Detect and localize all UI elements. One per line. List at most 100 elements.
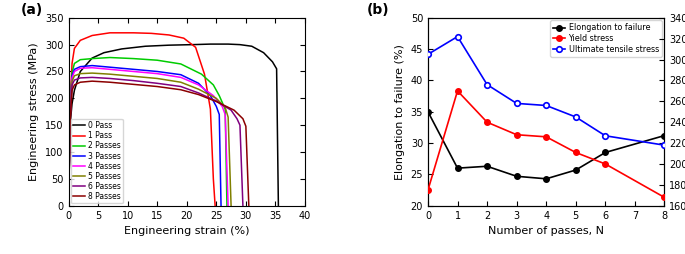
5 Passes bbox=[105, 73, 114, 76]
Yield stress bbox=[483, 121, 491, 124]
5 Passes bbox=[153, 77, 161, 80]
2 Passes bbox=[223, 204, 231, 207]
5 Passes bbox=[195, 88, 203, 91]
5 Passes bbox=[71, 74, 79, 77]
6 Passes bbox=[88, 76, 97, 79]
0 Pass bbox=[66, 121, 75, 124]
8 Passes bbox=[153, 85, 161, 88]
1 Pass bbox=[68, 62, 76, 65]
2 Passes bbox=[153, 59, 161, 62]
Text: (b): (b) bbox=[366, 3, 389, 17]
Elongation to failure bbox=[483, 165, 491, 168]
5 Passes bbox=[68, 80, 76, 83]
0 Pass bbox=[76, 70, 84, 73]
8 Passes bbox=[64, 204, 73, 207]
X-axis label: Engineering strain (%): Engineering strain (%) bbox=[124, 226, 249, 236]
1 Pass bbox=[105, 31, 114, 34]
2 Passes bbox=[197, 73, 205, 76]
Elongation to failure bbox=[660, 134, 669, 137]
Legend: Elongation to failure, Yield stress, Ultimate tensile stress: Elongation to failure, Yield stress, Ult… bbox=[550, 20, 662, 57]
Text: (a): (a) bbox=[21, 3, 43, 17]
1 Pass bbox=[88, 34, 97, 37]
5 Passes bbox=[224, 116, 232, 119]
8 Passes bbox=[195, 93, 203, 96]
6 Passes bbox=[66, 117, 75, 120]
6 Passes bbox=[239, 204, 247, 207]
2 Passes bbox=[221, 107, 229, 110]
2 Passes bbox=[66, 105, 75, 108]
8 Passes bbox=[76, 81, 84, 84]
Elongation to failure bbox=[424, 110, 432, 113]
8 Passes bbox=[68, 89, 76, 92]
5 Passes bbox=[88, 72, 97, 75]
5 Passes bbox=[177, 81, 185, 84]
4 Passes bbox=[221, 113, 229, 116]
3 Passes bbox=[129, 68, 138, 71]
3 Passes bbox=[177, 73, 185, 76]
0 Pass bbox=[260, 51, 268, 54]
1 Pass bbox=[147, 32, 155, 35]
0 Pass bbox=[188, 43, 197, 46]
Elongation to failure bbox=[542, 177, 550, 180]
8 Passes bbox=[66, 118, 75, 121]
Line: 2 Passes: 2 Passes bbox=[68, 57, 227, 206]
Y-axis label: Engineering stress (MPa): Engineering stress (MPa) bbox=[29, 42, 40, 181]
3 Passes bbox=[217, 204, 225, 207]
8 Passes bbox=[71, 83, 79, 86]
2 Passes bbox=[71, 62, 79, 65]
Ultimate tensile stress bbox=[483, 83, 491, 86]
5 Passes bbox=[227, 204, 235, 207]
Yield stress bbox=[542, 135, 550, 138]
6 Passes bbox=[236, 124, 244, 127]
Yield stress bbox=[512, 133, 521, 136]
3 Passes bbox=[105, 66, 114, 69]
Elongation to failure bbox=[601, 151, 610, 154]
Y-axis label: Elongation to failure (%): Elongation to failure (%) bbox=[395, 44, 405, 180]
4 Passes bbox=[64, 204, 73, 207]
1 Pass bbox=[209, 177, 217, 180]
3 Passes bbox=[64, 204, 73, 207]
1 Pass bbox=[179, 37, 188, 40]
Line: Yield stress: Yield stress bbox=[425, 88, 667, 200]
8 Passes bbox=[242, 125, 250, 128]
6 Passes bbox=[177, 85, 185, 88]
Ultimate tensile stress bbox=[453, 35, 462, 38]
6 Passes bbox=[129, 79, 138, 82]
3 Passes bbox=[206, 94, 214, 97]
Ultimate tensile stress bbox=[660, 144, 669, 147]
2 Passes bbox=[76, 58, 84, 61]
0 Pass bbox=[141, 45, 149, 48]
3 Passes bbox=[71, 68, 79, 71]
2 Passes bbox=[209, 83, 217, 86]
Yield stress bbox=[453, 89, 462, 92]
1 Pass bbox=[192, 46, 200, 49]
2 Passes bbox=[129, 57, 138, 60]
1 Pass bbox=[64, 204, 73, 207]
5 Passes bbox=[212, 97, 221, 100]
Yield stress bbox=[424, 188, 432, 192]
4 Passes bbox=[224, 204, 232, 207]
4 Passes bbox=[129, 70, 138, 73]
3 Passes bbox=[153, 70, 161, 73]
5 Passes bbox=[221, 106, 229, 109]
Yield stress bbox=[601, 163, 610, 166]
3 Passes bbox=[76, 65, 84, 68]
6 Passes bbox=[64, 204, 73, 207]
Line: 3 Passes: 3 Passes bbox=[68, 66, 221, 206]
1 Pass bbox=[71, 47, 79, 50]
Line: Ultimate tensile stress: Ultimate tensile stress bbox=[425, 34, 667, 148]
5 Passes bbox=[129, 75, 138, 78]
6 Passes bbox=[105, 77, 114, 80]
1 Pass bbox=[66, 100, 75, 103]
6 Passes bbox=[68, 83, 76, 86]
0 Pass bbox=[68, 102, 76, 105]
0 Pass bbox=[64, 204, 73, 207]
0 Pass bbox=[274, 204, 282, 207]
4 Passes bbox=[177, 76, 185, 79]
4 Passes bbox=[71, 70, 79, 73]
Elongation to failure bbox=[453, 167, 462, 170]
2 Passes bbox=[177, 62, 185, 66]
6 Passes bbox=[212, 100, 221, 103]
3 Passes bbox=[66, 109, 75, 112]
0 Pass bbox=[269, 60, 277, 63]
